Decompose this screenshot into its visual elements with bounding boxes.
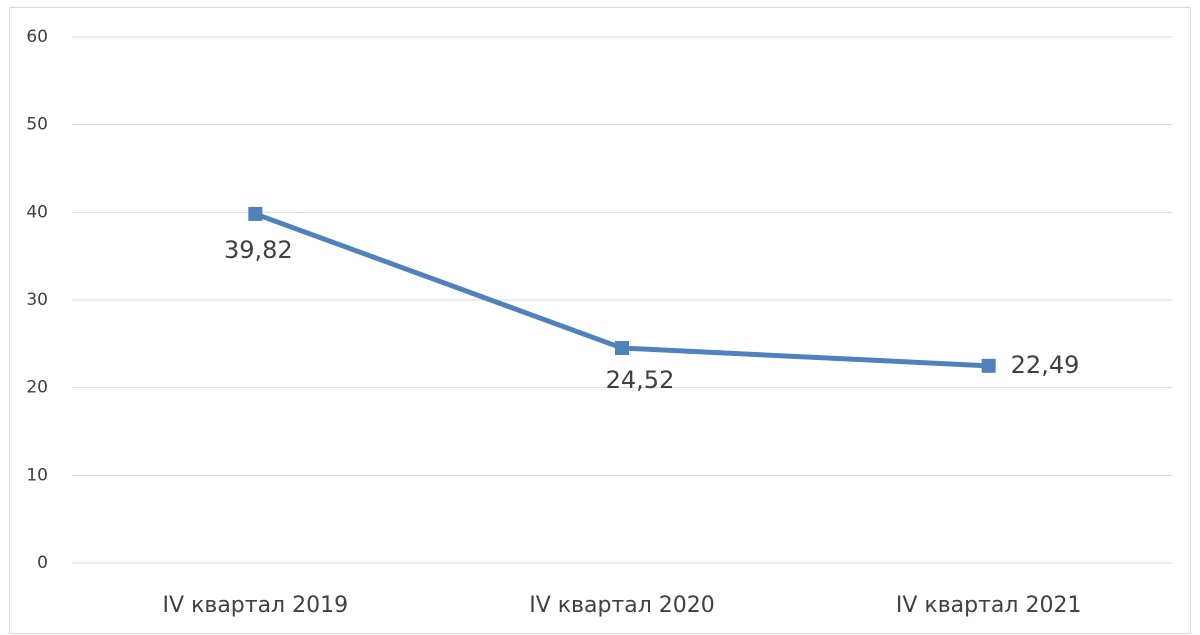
marker (981, 358, 996, 373)
x-tick-label: IV квартал 2020 (529, 593, 715, 618)
x-tick-label: IV квартал 2021 (896, 593, 1082, 618)
y-tick-label: 30 (26, 290, 48, 310)
y-tick-label: 50 (26, 115, 48, 135)
marker (248, 206, 263, 221)
data-label: 39,82 (224, 236, 293, 264)
marker (615, 341, 629, 356)
data-label: 22,49 (1011, 351, 1080, 379)
data-label: 24,52 (606, 366, 675, 394)
x-tick-label: IV квартал 2019 (163, 593, 349, 618)
chart-border (9, 7, 1191, 634)
y-tick-label: 40 (26, 202, 48, 222)
y-tick-label: 60 (26, 27, 48, 47)
y-tick-label: 0 (37, 553, 48, 573)
y-tick-label: 20 (26, 378, 48, 398)
y-tick-label: 10 (26, 465, 48, 485)
